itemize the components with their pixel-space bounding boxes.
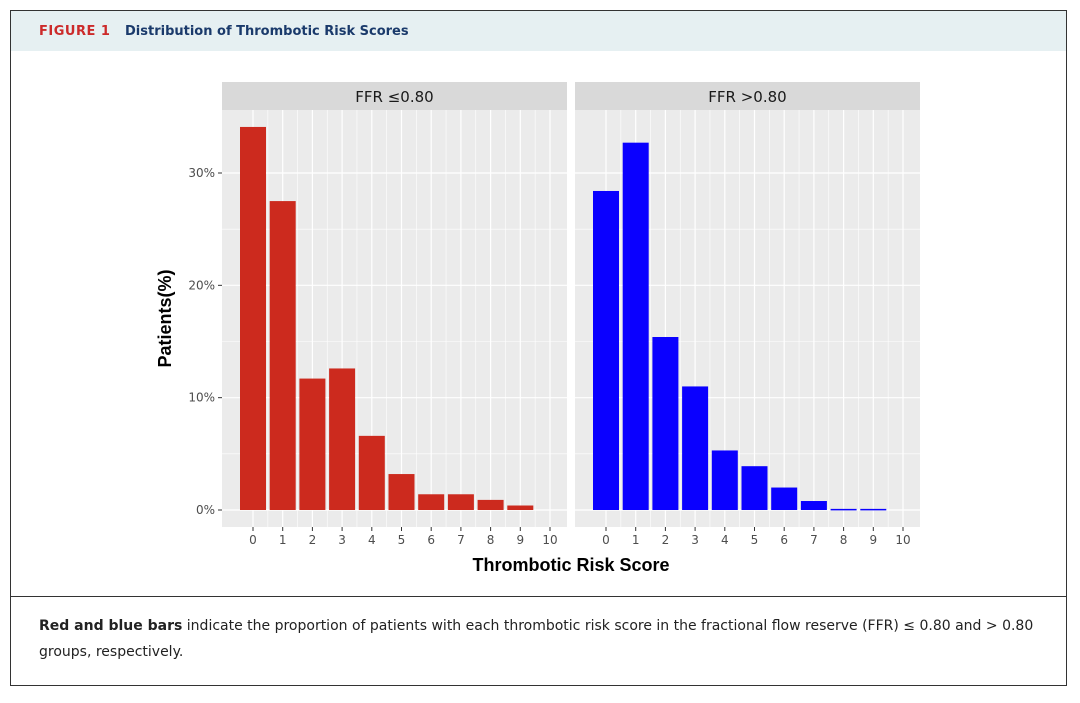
bar	[447, 494, 474, 510]
figure-label: FIGURE 1	[39, 24, 111, 39]
x-tick-label: 3	[691, 533, 699, 547]
x-tick-label: 1	[632, 533, 640, 547]
panel-strip-label: FFR ≤0.80	[355, 88, 433, 106]
figure-caption: Red and blue bars indicate the proportio…	[39, 613, 1039, 665]
bar	[388, 474, 415, 510]
x-tick-label: 7	[457, 533, 465, 547]
x-tick-label: 5	[751, 533, 759, 547]
caption-bold: Red and blue bars	[39, 618, 183, 634]
bar	[830, 508, 857, 511]
caption-divider	[11, 596, 1066, 597]
x-tick-label: 0	[602, 533, 610, 547]
bar	[477, 499, 504, 510]
bar	[711, 450, 738, 510]
x-tick-label: 6	[427, 533, 435, 547]
bar	[771, 487, 798, 510]
bar	[358, 435, 385, 510]
figure-header: FIGURE 1 Distribution of Thrombotic Risk…	[11, 11, 1066, 51]
bar	[329, 368, 356, 510]
panel-strip	[575, 82, 920, 110]
x-tick-label: 4	[368, 533, 376, 547]
bar	[418, 494, 445, 510]
x-axis-title: Thrombotic Risk Score	[472, 555, 669, 575]
bar	[240, 126, 266, 511]
bar	[593, 190, 619, 510]
x-tick-label: 9	[869, 533, 877, 547]
x-tick-label: 5	[398, 533, 406, 547]
bar	[860, 508, 887, 511]
y-axis-title: Patients(%)	[155, 269, 175, 367]
bar	[652, 337, 679, 510]
x-tick-label: 10	[895, 533, 910, 547]
x-tick-label: 3	[338, 533, 346, 547]
x-tick-label: 10	[542, 533, 557, 547]
y-tick-label: 0%	[196, 503, 215, 517]
x-tick-label: 8	[487, 533, 495, 547]
x-tick-label: 1	[279, 533, 287, 547]
y-tick-label: 30%	[188, 166, 215, 180]
x-tick-label: 6	[780, 533, 788, 547]
x-tick-label: 0	[249, 533, 257, 547]
x-tick-label: 8	[840, 533, 848, 547]
x-tick-label: 9	[516, 533, 524, 547]
panel-strip-label: FFR >0.80	[708, 88, 786, 106]
bar	[269, 201, 296, 511]
bar	[299, 378, 326, 510]
x-tick-label: 2	[309, 533, 317, 547]
x-tick-label: 4	[721, 533, 729, 547]
bar	[800, 501, 827, 510]
caption-text: indicate the proportion of patients with…	[39, 618, 1034, 660]
bar	[741, 466, 768, 510]
bar	[622, 142, 649, 511]
y-tick-label: 10%	[188, 391, 215, 405]
figure-title: Distribution of Thrombotic Risk Scores	[125, 24, 409, 39]
panel-strip	[222, 82, 567, 110]
x-tick-label: 7	[810, 533, 818, 547]
bar	[507, 505, 534, 510]
x-tick-label: 2	[662, 533, 670, 547]
bar	[682, 386, 709, 510]
y-tick-label: 20%	[188, 278, 215, 292]
